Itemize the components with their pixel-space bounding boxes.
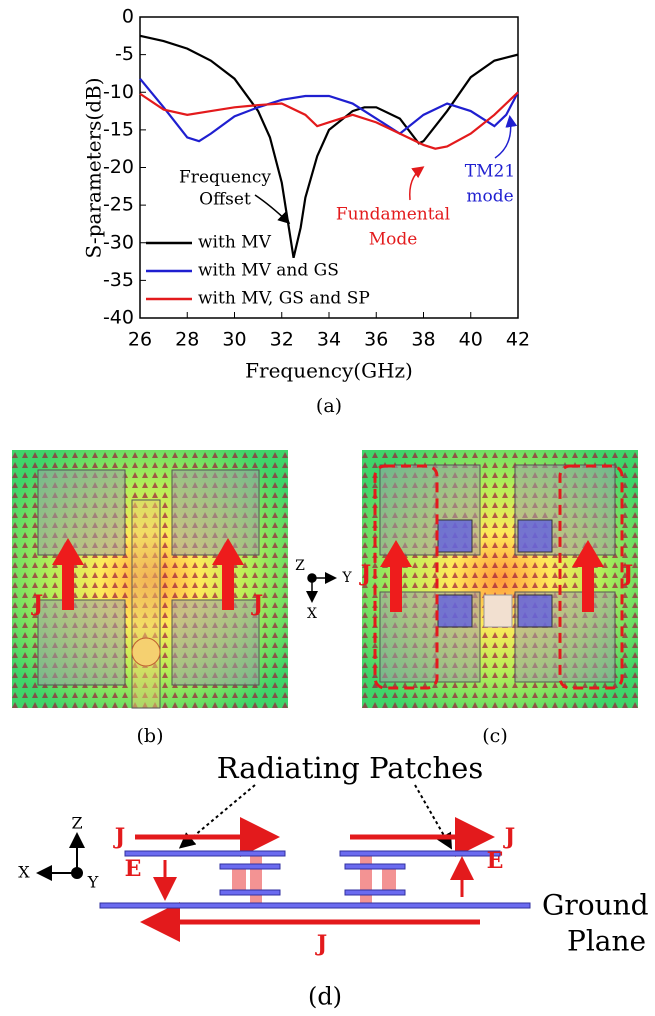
annotation: mode	[466, 187, 513, 207]
current-label: J	[251, 591, 263, 617]
x-axis-label: Frequency(GHz)	[245, 359, 413, 383]
annotation: Mode	[369, 230, 418, 250]
chart: Frequency Offset Fundamental Mode TM21 m…	[82, 6, 531, 418]
feed	[484, 595, 512, 627]
ground-label: Ground	[542, 889, 649, 922]
annotation: TM21	[465, 162, 515, 182]
panel-c: J J (c)	[359, 450, 638, 747]
annotation-arrow	[255, 195, 288, 222]
axis-name: X	[307, 606, 317, 622]
y-tick-label: -10	[103, 81, 134, 103]
x-tick-label: 28	[175, 329, 199, 351]
legend-label: with MV	[198, 233, 272, 253]
axis-name: Z	[71, 814, 82, 833]
caption: (b)	[137, 725, 164, 747]
annotation-arrow	[410, 168, 422, 200]
annotation: Offset	[199, 190, 251, 210]
current-arrows	[135, 837, 485, 922]
current-label: J	[315, 931, 327, 957]
x-tick-label: 34	[317, 329, 341, 351]
y-tick-label: -35	[103, 269, 134, 291]
field-label: E	[487, 848, 504, 874]
field-label: E	[125, 856, 142, 882]
y-tick-label: -20	[103, 156, 134, 178]
y-axis-label: S-parameters(dB)	[82, 77, 106, 258]
axis-triad	[308, 574, 334, 600]
y-tick-label: -40	[103, 307, 134, 329]
y-tick-label: -25	[103, 194, 134, 216]
x-tick-label: 32	[270, 329, 294, 351]
diagram-title: Radiating Patches	[217, 751, 483, 785]
x-tick-label: 36	[364, 329, 388, 351]
axis-name: X	[18, 863, 30, 882]
field-arrows	[165, 860, 462, 897]
caption: (c)	[482, 725, 507, 747]
page: Frequency Offset Fundamental Mode TM21 m…	[0, 0, 655, 1016]
figure: Frequency Offset Fundamental Mode TM21 m…	[0, 0, 655, 1016]
annotation: Frequency	[179, 168, 271, 188]
x-tick-label: 30	[222, 329, 246, 351]
ground-label: Plane	[567, 925, 646, 958]
annotation: Fundamental	[336, 205, 450, 225]
axis-name: Z	[295, 558, 305, 574]
y-tick-label: -15	[103, 118, 134, 140]
panel-d: Radiating Patches J J J E E Ground Plane…	[18, 751, 648, 1011]
feed	[132, 638, 160, 666]
legend-label: with MV and GS	[198, 261, 339, 281]
y-tick-label: -5	[115, 43, 134, 65]
legend-label: with MV, GS and SP	[198, 289, 370, 309]
axis-name: Y	[341, 570, 352, 586]
current-label: J	[621, 561, 633, 587]
current-label: J	[503, 824, 515, 850]
caption: (d)	[308, 983, 342, 1011]
x-tick-label: 40	[459, 329, 483, 351]
caption: (a)	[316, 395, 342, 417]
current-label: J	[359, 561, 371, 587]
y-tick-label: 0	[122, 6, 134, 28]
x-tick-label: 38	[411, 329, 435, 351]
axis-triad	[40, 836, 82, 878]
line	[140, 36, 518, 258]
x-tick-label: 42	[506, 329, 530, 351]
current-label: J	[113, 824, 125, 850]
x-tick-label: 26	[128, 329, 152, 351]
vias	[232, 853, 396, 905]
current-label: J	[31, 591, 43, 617]
y-tick-label: -30	[103, 231, 134, 253]
axis-name: Y	[87, 873, 99, 892]
panel-b: J J (b)	[12, 450, 288, 747]
